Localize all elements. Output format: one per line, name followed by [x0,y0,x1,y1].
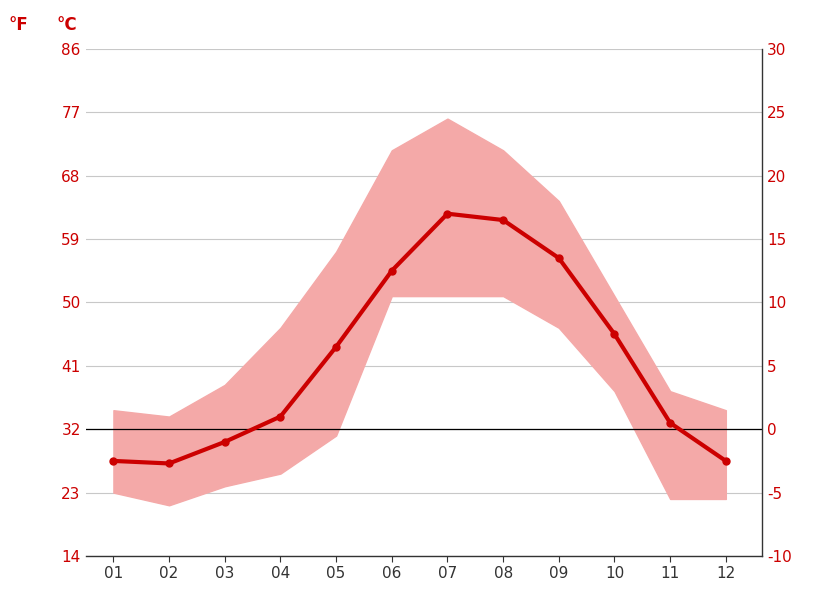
Text: °C: °C [56,16,77,34]
Text: °F: °F [8,16,28,34]
